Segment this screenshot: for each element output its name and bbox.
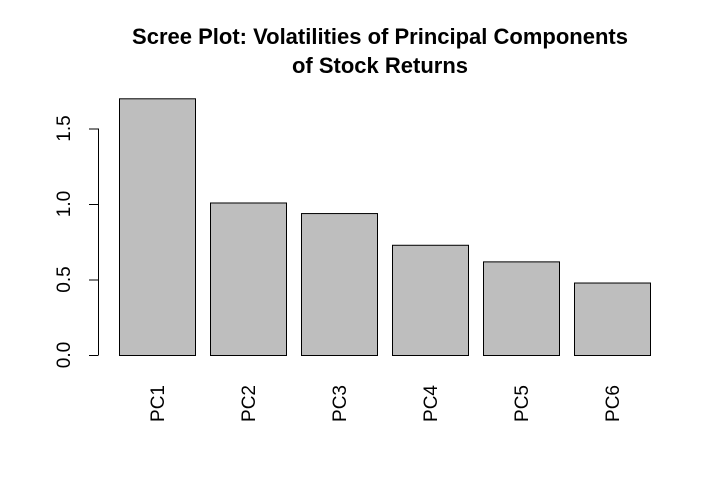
- x-tick-label-pc2: PC2: [239, 385, 260, 422]
- x-tick-label-pc4: PC4: [421, 385, 442, 422]
- chart-title-line-1: Scree Plot: Volatilities of Principal Co…: [132, 24, 628, 49]
- bars-group: [119, 98, 651, 357]
- y-tick-label: 0.5: [54, 266, 75, 292]
- bar-pc2: [210, 202, 287, 356]
- x-axis-labels: PC1 PC2 PC3 PC4 PC5 PC6: [148, 385, 624, 422]
- bar-pc4: [392, 244, 469, 357]
- x-tick-label-pc3: PC3: [330, 385, 351, 422]
- bar-pc3: [301, 213, 378, 356]
- bar-pc5: [483, 261, 560, 357]
- bar-pc6: [574, 282, 651, 356]
- y-tick-label: 0.0: [54, 342, 75, 368]
- x-tick-label-pc1: PC1: [148, 385, 169, 422]
- y-tick-label: 1.0: [54, 191, 75, 217]
- x-tick-label-pc6: PC6: [603, 385, 624, 422]
- chart-title-line-2: of Stock Returns: [292, 53, 468, 78]
- bar-pc1: [119, 98, 196, 357]
- y-axis: 0.0 0.5 1.0 1.5: [54, 115, 99, 368]
- x-tick-label-pc5: PC5: [512, 385, 533, 422]
- y-tick-label: 1.5: [54, 115, 75, 141]
